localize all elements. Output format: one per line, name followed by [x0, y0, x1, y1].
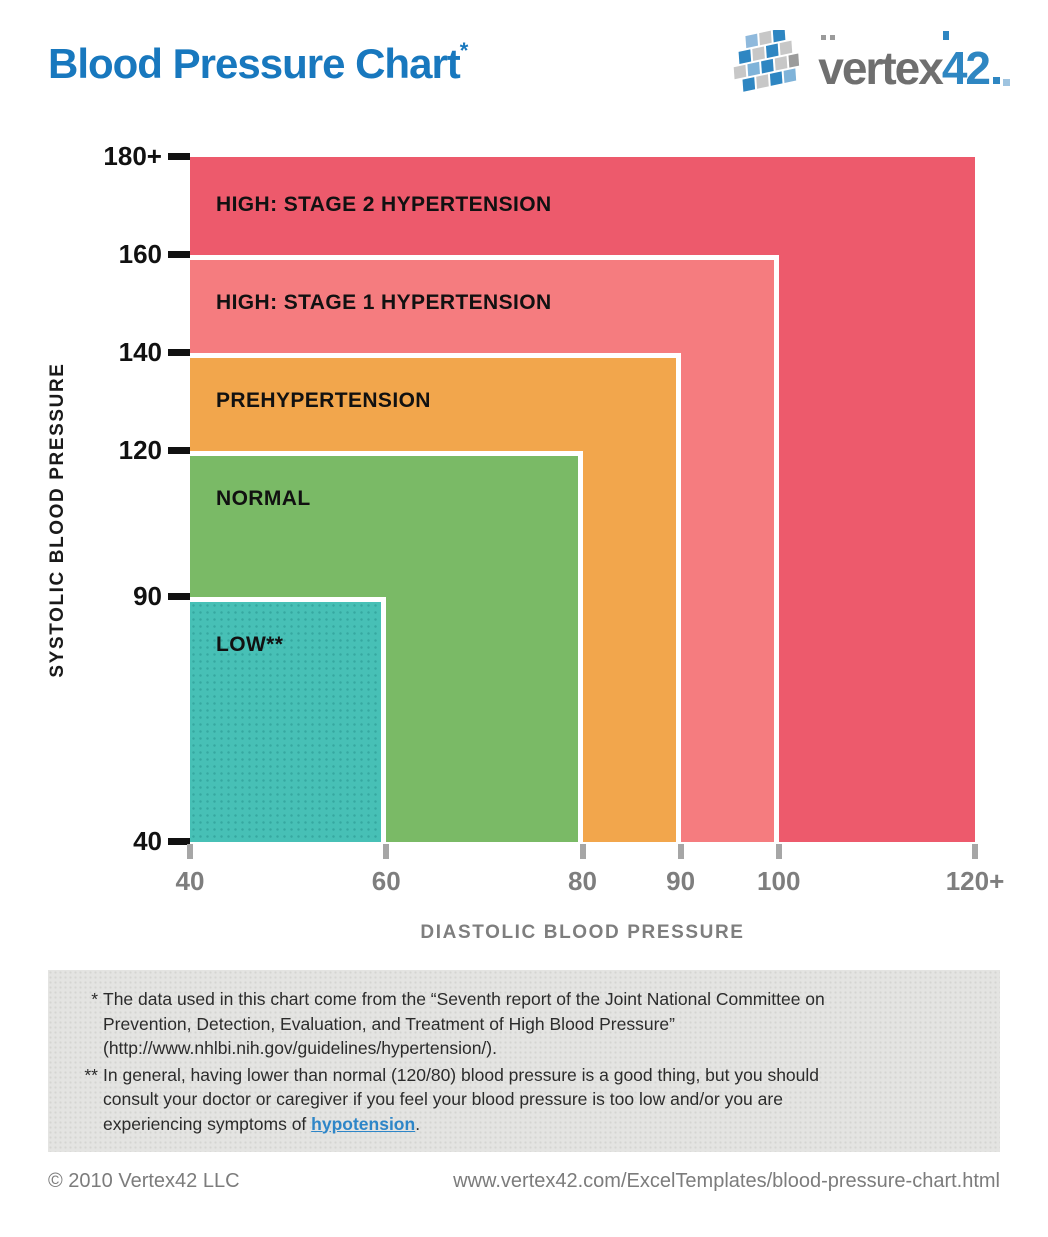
- footnote-line: Prevention, Detection, Evaluation, and T…: [103, 1013, 675, 1034]
- x-axis-title: DIASTOLIC BLOOD PRESSURE: [420, 922, 745, 943]
- page-title: Blood Pressure Chart*: [48, 38, 469, 88]
- x-tick-label-100: 100: [757, 866, 801, 896]
- region-label-prehypertension: PREHYPERTENSION: [216, 389, 431, 412]
- y-tick-mark-180+: [168, 153, 190, 160]
- vertex42-logo-text: vertex42: [818, 37, 1000, 91]
- region-label-high-stage-2-hypertension: HIGH: STAGE 2 HYPERTENSION: [216, 193, 552, 216]
- x-tick-mark-60: [383, 844, 390, 859]
- y-tick-label-90: 90: [133, 581, 162, 612]
- footnote-source: * The data used in this chart come from …: [48, 987, 1000, 1061]
- y-tick-label-120: 120: [118, 434, 162, 465]
- logo-number: 42: [941, 42, 991, 94]
- footer-url: www.vertex42.com/ExcelTemplates/blood-pr…: [453, 1170, 1000, 1192]
- copyright: © 2010 Vertex42 LLC: [48, 1170, 240, 1192]
- footnotes-box: * The data used in this chart come from …: [48, 970, 1000, 1152]
- x-tick-label-60: 60: [371, 866, 401, 896]
- hypotension-link[interactable]: hypotension: [311, 1113, 416, 1134]
- logo-word: vertex: [818, 42, 944, 94]
- x-tick-label-40: 40: [175, 866, 205, 896]
- y-tick-mark-40: [168, 838, 190, 845]
- y-tick-label-180+: 180+: [103, 141, 162, 171]
- vertex42-mosaic-icon: [733, 30, 800, 92]
- y-tick-label-160: 160: [118, 238, 162, 269]
- y-tick-mark-160: [168, 250, 190, 258]
- title-footnote-marker: *: [459, 38, 469, 63]
- footnote-line-text: .: [415, 1113, 421, 1134]
- x-tick-mark-40: [187, 844, 193, 859]
- footnote-marker: **: [84, 1064, 98, 1085]
- region-label-high-stage-1-hypertension: HIGH: STAGE 1 HYPERTENSION: [216, 291, 552, 314]
- region-label-normal: NORMAL: [216, 487, 311, 510]
- y-axis-title: SYSTOLIC BLOOD PRESSURE: [47, 362, 68, 678]
- x-tick-label-90: 90: [666, 866, 696, 896]
- footnote-line-text: experiencing symptoms of: [103, 1113, 312, 1134]
- footnote-line: experiencing symptoms of hypotension.: [103, 1112, 1000, 1137]
- x-tick-mark-100: [775, 844, 782, 859]
- x-tick-mark-90: [677, 844, 684, 859]
- y-tick-mark-120: [168, 446, 190, 454]
- footnote-text: In general, having lower than normal (12…: [103, 1063, 1000, 1137]
- footnote-line: In general, having lower than normal (12…: [103, 1064, 820, 1085]
- x-tick-label-120+: 120+: [945, 866, 1005, 896]
- footnote-line: consult your doctor or caregiver if you …: [103, 1089, 783, 1109]
- plot-area: HIGH: STAGE 2 HYPERTENSION HIGH: STAGE 1 …: [190, 157, 975, 842]
- footnote-low-bp: ** In general, having lower than normal …: [48, 1063, 1000, 1137]
- footnote-marker: *: [91, 989, 98, 1009]
- vertex42-logo: vertex42: [732, 30, 1000, 98]
- footnote-line: (http://www.nhlbi.nih.gov/guidelines/hyp…: [103, 1038, 497, 1058]
- x-tick-mark-120+: [972, 844, 978, 859]
- region-low: LOW**: [190, 597, 386, 842]
- x-tick-mark-80: [579, 844, 586, 859]
- footnote-text: The data used in this chart come from th…: [103, 987, 1000, 1061]
- y-tick-label-40: 40: [133, 826, 162, 856]
- logo-dots-icon: [993, 77, 1000, 84]
- footnote-line: The data used in this chart come from th…: [103, 989, 825, 1009]
- y-tick-mark-140: [168, 348, 190, 356]
- y-tick-mark-90: [168, 593, 190, 601]
- y-tick-label-140: 140: [118, 336, 162, 367]
- x-tick-label-80: 80: [568, 866, 597, 896]
- page-title-text: Blood Pressure Chart: [48, 40, 461, 87]
- region-label-low: LOW**: [216, 633, 284, 656]
